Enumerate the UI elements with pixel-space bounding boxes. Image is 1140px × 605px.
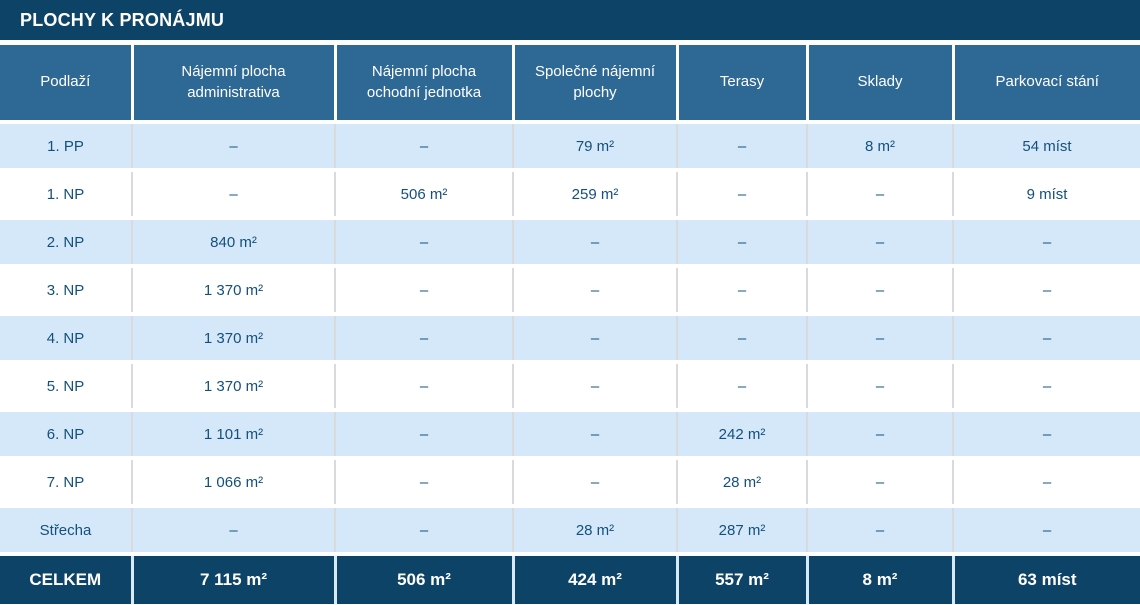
data-cell: – <box>952 314 1140 364</box>
data-cell: 28 m² <box>676 458 807 508</box>
table-title-bar: PLOCHY K PRONÁJMU <box>0 0 1140 40</box>
data-cell: – <box>806 218 953 268</box>
data-cell: – <box>806 458 953 508</box>
data-cell: 79 m² <box>512 122 677 172</box>
data-cell: – <box>952 218 1140 268</box>
table-row: 1. PP – –79 m² –8 m² 54 míst <box>0 122 1140 172</box>
data-cell: 287 m² <box>676 506 807 556</box>
data-cell: – <box>952 266 1140 316</box>
total-value-cell: 8 m² <box>805 554 953 604</box>
column-header: Společné nájemní plochy <box>511 45 677 124</box>
data-cell: – <box>512 266 677 316</box>
column-header: Sklady <box>805 45 953 124</box>
data-cell: – <box>512 218 677 268</box>
total-row: CELKEM 7 115 m² 506 m² 424 m² 557 m² 8 m² 63 m… <box>0 554 1140 604</box>
data-cell: – <box>952 458 1140 508</box>
row-label-cell: Střecha <box>0 506 132 556</box>
data-cell: – <box>806 170 953 220</box>
data-cell: – <box>676 170 807 220</box>
table-row: 3. NP 1 370 m² – – – – – <box>0 266 1140 316</box>
data-cell: – <box>334 314 513 364</box>
column-header: Terasy <box>675 45 807 124</box>
data-cell: – <box>952 362 1140 412</box>
data-cell: – <box>676 362 807 412</box>
table-row: 2. NP 840 m² – – – – – <box>0 218 1140 268</box>
row-label-cell: 2. NP <box>0 218 132 268</box>
table-title: PLOCHY K PRONÁJMU <box>20 9 225 30</box>
data-cell: – <box>334 122 513 172</box>
column-header: Nájemní plocha ochodní jednotka <box>333 45 513 124</box>
table-row: 4. NP 1 370 m² – – – – – <box>0 314 1140 364</box>
header-row: Podlaží Nájemní plocha administrativa Náje… <box>0 45 1140 124</box>
data-cell: 840 m² <box>131 218 335 268</box>
column-header-floor: Podlaží <box>0 45 132 124</box>
data-cell: – <box>512 362 677 412</box>
data-cell: 1 370 m² <box>131 362 335 412</box>
data-cell: – <box>806 362 953 412</box>
data-cell: 1 066 m² <box>131 458 335 508</box>
column-header: Parkovací stání <box>951 45 1140 124</box>
total-label-cell: CELKEM <box>0 554 132 604</box>
data-cell: – <box>806 506 953 556</box>
total-value-cell: 424 m² <box>511 554 677 604</box>
data-cell: – <box>334 410 513 460</box>
table-row: 5. NP 1 370 m² – – – – – <box>0 362 1140 412</box>
data-cell: – <box>334 458 513 508</box>
data-cell: – <box>676 266 807 316</box>
data-cell: – <box>952 410 1140 460</box>
row-label-cell: 3. NP <box>0 266 132 316</box>
data-cell: – <box>512 458 677 508</box>
table-row: Střecha – –28 m² 287 m² – – <box>0 506 1140 556</box>
data-cell: 8 m² <box>806 122 953 172</box>
total-value-cell: 506 m² <box>333 554 513 604</box>
data-cell: 54 míst <box>952 122 1140 172</box>
data-cell: 1 370 m² <box>131 266 335 316</box>
table-row: 1. NP –506 m² 259 m² – –9 míst <box>0 170 1140 220</box>
row-label-cell: 6. NP <box>0 410 132 460</box>
data-cell: 1 101 m² <box>131 410 335 460</box>
row-label-cell: 5. NP <box>0 362 132 412</box>
table-row: 7. NP 1 066 m² – –28 m² – – <box>0 458 1140 508</box>
total-value-cell: 557 m² <box>675 554 807 604</box>
data-cell: 259 m² <box>512 170 677 220</box>
data-cell: – <box>131 506 335 556</box>
data-cell: – <box>676 122 807 172</box>
data-cell: 506 m² <box>334 170 513 220</box>
rental-areas-table: Podlaží Nájemní plocha administrativa Náje… <box>0 45 1140 604</box>
data-cell: – <box>334 362 513 412</box>
data-cell: – <box>334 506 513 556</box>
table-row: 6. NP 1 101 m² – –242 m² – – <box>0 410 1140 460</box>
data-cell: 28 m² <box>512 506 677 556</box>
table-header: Podlaží Nájemní plocha administrativa Náje… <box>0 45 1140 124</box>
data-cell: 242 m² <box>676 410 807 460</box>
total-value-cell: 7 115 m² <box>130 554 335 604</box>
data-cell: – <box>512 410 677 460</box>
table-body: 1. PP – –79 m² –8 m² 54 míst 1. NP –506 m² 259 … <box>0 122 1140 556</box>
data-cell: – <box>131 122 335 172</box>
table-footer: CELKEM 7 115 m² 506 m² 424 m² 557 m² 8 m² 63 m… <box>0 554 1140 604</box>
column-header: Nájemní plocha administrativa <box>130 45 335 124</box>
data-cell: – <box>806 410 953 460</box>
data-cell: 9 míst <box>952 170 1140 220</box>
data-cell: 1 370 m² <box>131 314 335 364</box>
row-label-cell: 1. NP <box>0 170 132 220</box>
row-label-cell: 4. NP <box>0 314 132 364</box>
data-cell: – <box>334 266 513 316</box>
data-cell: – <box>131 170 335 220</box>
data-cell: – <box>512 314 677 364</box>
data-cell: – <box>334 218 513 268</box>
data-cell: – <box>952 506 1140 556</box>
data-cell: – <box>676 314 807 364</box>
data-cell: – <box>806 314 953 364</box>
row-label-cell: 1. PP <box>0 122 132 172</box>
data-cell: – <box>676 218 807 268</box>
row-label-cell: 7. NP <box>0 458 132 508</box>
total-value-cell: 63 míst <box>951 554 1140 604</box>
data-cell: – <box>806 266 953 316</box>
